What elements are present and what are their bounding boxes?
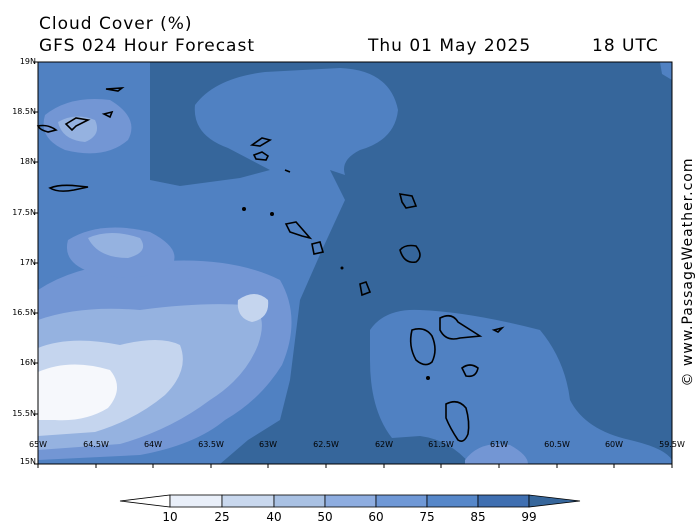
map-title: Cloud Cover (%): [39, 14, 193, 34]
island-guadeloupe-grande-terre: [439, 314, 483, 340]
cloud-patch-small: [167, 277, 197, 296]
cloud-patch-white: [38, 364, 118, 421]
lon-label: 63W: [258, 440, 278, 449]
island-saba: [284, 169, 291, 173]
legend-label: 50: [317, 510, 333, 524]
lon-label: 64.5W: [83, 440, 109, 449]
legend-label: 85: [470, 510, 486, 524]
island-outlines: [36, 87, 505, 442]
island-st-martin: [249, 137, 273, 147]
lat-label: 15.5N: [12, 409, 36, 418]
island-montserrat: [359, 281, 372, 297]
lat-label: 16N: [19, 358, 36, 367]
legend-label: 40: [266, 510, 282, 524]
island-barbuda: [398, 193, 418, 209]
lat-label: 15N: [19, 457, 36, 466]
forecast-model-label: GFS 024 Hour Forecast: [39, 36, 255, 56]
cloud-patch-northeast: [660, 62, 672, 80]
legend-label: 60: [368, 510, 384, 524]
color-legend: [119, 494, 581, 508]
island-st-croix: [48, 184, 89, 192]
legend-label: 10: [162, 510, 178, 524]
island-antigua: [399, 244, 421, 264]
lon-label: 61.5W: [428, 440, 454, 449]
lat-label: 17.5N: [12, 208, 36, 217]
legend-label: 75: [419, 510, 435, 524]
lat-label: 18N: [19, 157, 36, 166]
cloud-band-southeast: [370, 309, 672, 464]
axis-ticks: [34, 61, 673, 468]
lon-label: 60.5W: [544, 440, 570, 449]
cloud-band-north: [194, 68, 398, 175]
island-st-kitts: [284, 221, 313, 240]
lon-label: 62.5W: [313, 440, 339, 449]
lon-label: 61W: [489, 440, 509, 449]
lon-label: 65W: [28, 440, 48, 449]
island-puerto-rico-east: [36, 124, 58, 133]
lat-label: 18.5N: [12, 107, 36, 116]
lon-label: 62W: [374, 440, 394, 449]
cloud-patch-southeast: [465, 444, 528, 464]
island-culebra: [64, 117, 91, 132]
islet-dots: [242, 207, 430, 380]
cloud-patch-upper-lighter: [88, 233, 144, 258]
cloud-patch-pale-east: [237, 294, 269, 322]
lat-label: 17N: [19, 258, 36, 267]
island-nevis: [311, 241, 325, 255]
island-anegada: [105, 87, 125, 92]
lon-label: 60W: [604, 440, 624, 449]
lon-label: 64W: [143, 440, 163, 449]
island-vieques: [101, 110, 114, 119]
lat-label: 19N: [19, 57, 36, 66]
lon-label: 63.5W: [198, 440, 224, 449]
island-dominica: [445, 400, 470, 442]
island-guadeloupe-basse-terre: [409, 328, 436, 366]
legend-label: 99: [521, 510, 537, 524]
website-credit: © www.PassageWeather.com: [680, 157, 696, 387]
island-marie-galante: [460, 364, 479, 378]
lon-label: 59.5W: [659, 440, 685, 449]
legend-label: 25: [214, 510, 230, 524]
forecast-time: 18 UTC: [592, 36, 659, 56]
island-desirade: [491, 326, 505, 333]
island-st-barthelemy: [252, 151, 270, 161]
lat-label: 16.5N: [12, 308, 36, 317]
forecast-date: Thu 01 May 2025: [368, 36, 532, 56]
